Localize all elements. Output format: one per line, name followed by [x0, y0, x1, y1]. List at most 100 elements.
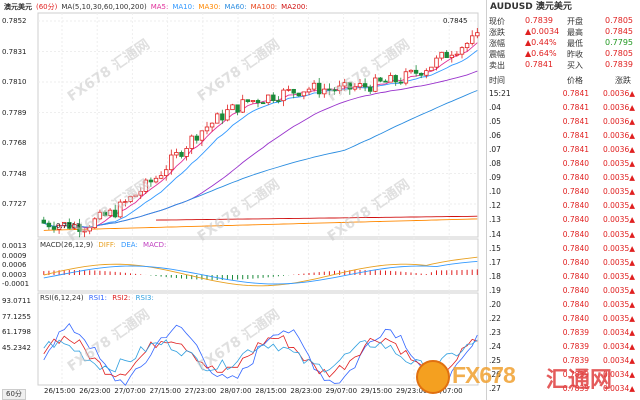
macd-title: MACD(26,12,9) — [40, 241, 94, 249]
tick-price: 0.7840 — [562, 187, 589, 197]
tick-header-price: 价格 — [567, 76, 583, 85]
candle-body — [342, 82, 347, 87]
tick-row: .22 0.7840 0.0035▲ — [487, 313, 640, 324]
tick-change: 0.0034▲ — [602, 355, 635, 365]
candle-body — [87, 227, 92, 232]
candle-body — [102, 211, 108, 216]
candle-body — [265, 94, 271, 104]
quote-title: AUDUSD 澳元美元 — [490, 2, 572, 12]
candle-body — [189, 135, 194, 149]
tick-time: .27 — [489, 384, 501, 394]
candle-body — [67, 222, 72, 229]
candle-body — [373, 77, 378, 92]
candle-body — [388, 75, 393, 83]
diff-line — [43, 256, 478, 287]
rsi2-label: RSI2: — [112, 294, 131, 302]
quote-key: 买入 — [567, 61, 583, 70]
candle-body — [107, 209, 113, 216]
quote-key: 最高 — [567, 28, 583, 37]
candle-body — [434, 57, 439, 68]
tick-row: .25 0.7839 0.0034▲ — [487, 355, 640, 366]
candle-body — [413, 69, 419, 74]
tick-row: .05 0.7841 0.0036▲ — [487, 116, 640, 127]
candle-body — [291, 88, 296, 94]
period-select-button[interactable]: 60分 — [2, 389, 26, 400]
candle-body — [383, 80, 388, 83]
tick-time: .24 — [489, 341, 501, 351]
tick-row: .26 0.7839 0.0034▲ — [487, 369, 640, 380]
candle-body — [250, 100, 256, 102]
candle-body — [184, 148, 189, 157]
tick-row: .10 0.7840 0.0035▲ — [487, 186, 640, 197]
tick-time: .14 — [489, 229, 501, 239]
time-axis-label: 28/23:00 — [290, 387, 322, 395]
candle-body — [475, 32, 480, 37]
rsi-title: RSI(6,12,24) — [40, 294, 84, 302]
tick-row: .23 0.7839 0.0034▲ — [487, 327, 640, 338]
ma5-label: MA5: — [150, 2, 169, 11]
candle-body — [439, 51, 444, 59]
tick-change: 0.0035▲ — [602, 271, 635, 281]
rsi-legend: RSI(6,12,24) RSI1: RSI2: RSI3: — [40, 294, 157, 302]
tick-time: .04 — [489, 103, 501, 113]
ma10-label: MA10: — [172, 2, 195, 11]
tick-change: 0.0035▲ — [602, 257, 635, 267]
tick-row: .27 0.7839 0.0034▲ — [487, 383, 640, 394]
tick-time: .07 — [489, 145, 501, 155]
tick-time: .12 — [489, 201, 501, 211]
candle-body — [158, 175, 164, 179]
period-label: (60分) — [36, 2, 58, 11]
tick-price: 0.7841 — [562, 117, 589, 127]
tick-change: 0.0036▲ — [602, 145, 635, 155]
candle-body — [92, 218, 97, 229]
candle-body — [82, 230, 87, 233]
candle-body — [255, 100, 261, 104]
time-axis-label: 29/15:00 — [360, 387, 393, 395]
tick-price: 0.7840 — [562, 229, 589, 239]
candle-body — [306, 88, 312, 93]
tick-row: .08 0.7840 0.0035▲ — [487, 158, 640, 169]
candle-body — [337, 85, 342, 92]
time-axis-label: 28/07:00 — [220, 387, 252, 395]
price-axis-label: 0.7852 — [2, 17, 27, 25]
tick-price: 0.7840 — [562, 243, 589, 253]
candle-body — [72, 224, 77, 229]
high-annotation: 0.7845 — [443, 17, 468, 25]
candle-body — [408, 69, 414, 73]
rsi-axis-label: 93.0711 — [2, 297, 31, 305]
candle-body — [204, 126, 210, 132]
tick-time: .22 — [489, 313, 501, 323]
tick-change: 0.0035▲ — [602, 313, 635, 323]
rsi3-line — [43, 339, 478, 374]
candle-body — [41, 219, 46, 224]
logo-globe-icon — [416, 360, 450, 394]
fx678-logo: FX678 汇通网 — [416, 358, 626, 398]
candle-body — [286, 88, 291, 91]
candle-body — [444, 51, 449, 58]
candle-body — [214, 113, 220, 124]
tick-change: 0.0035▲ — [602, 159, 635, 169]
chart-topbar: 澳元美元 (60分) MA(5,10,30,60,100,200) MA5: M… — [0, 0, 490, 13]
candle-body — [357, 83, 363, 88]
rsi1-line — [43, 322, 478, 386]
logo-fx-text: FX678 — [452, 362, 516, 388]
logo-cn-text: 汇通网 — [546, 368, 613, 393]
price-axis-label: 0.7768 — [2, 139, 27, 147]
chart-area[interactable]: 澳元美元 (60分) MA(5,10,30,60,100,200) MA5: M… — [0, 0, 486, 400]
quote-key: 涨跌 — [489, 28, 505, 37]
time-axis-label: 29/23:00 — [396, 387, 428, 395]
ma60-label: MA60: — [224, 2, 247, 11]
tick-time: .18 — [489, 271, 501, 281]
tick-row: .18 0.7840 0.0035▲ — [487, 271, 640, 282]
tick-price: 0.7840 — [562, 201, 589, 211]
candlestick-chart[interactable] — [0, 0, 486, 400]
quote-key: 开盘 — [567, 17, 583, 26]
tick-change: 0.0036▲ — [602, 89, 635, 98]
macd-legend: MACD(26,12,9) DIFF: DEA: MACD: — [40, 241, 169, 249]
tick-time: .23 — [489, 327, 501, 337]
tick-price: 0.7840 — [562, 271, 589, 281]
rsi1-label: RSI1: — [88, 294, 107, 302]
candle-body — [51, 226, 57, 230]
tick-change: 0.0035▲ — [602, 285, 635, 295]
candle-body — [230, 104, 235, 111]
